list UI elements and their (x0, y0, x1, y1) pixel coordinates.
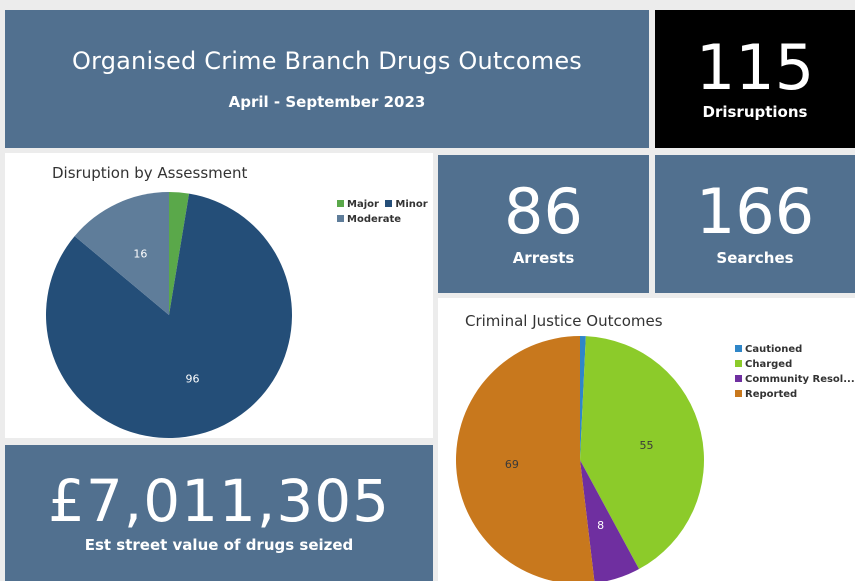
legend-swatch-community (735, 375, 742, 382)
legend-item-major: Major (337, 199, 379, 210)
outcomes-data-label: 8 (597, 519, 604, 532)
legend-item-cautioned: Cautioned (735, 342, 855, 357)
searches-label: Searches (716, 249, 794, 267)
street-value-kpi: £7,011,305 Est street value of drugs sei… (5, 445, 433, 581)
outcomes-slice-cautioned (580, 336, 586, 460)
disruptions-value: 115 (695, 31, 815, 104)
outcomes-slice-reported (456, 336, 595, 581)
assessment-slice-moderate (74, 192, 169, 315)
assessment-data-label: 16 (133, 248, 147, 261)
legend-label-minor: Minor (395, 199, 428, 210)
legend-label-charged: Charged (745, 359, 793, 370)
outcomes-data-label: 55 (639, 439, 653, 452)
legend-item-moderate: Moderate (337, 212, 428, 227)
legend-item-reported: Reported (735, 387, 855, 402)
legend-label-community: Community Resol... (745, 374, 855, 385)
legend-swatch-moderate (337, 215, 344, 222)
arrests-value: 86 (504, 175, 583, 248)
legend-swatch-charged (735, 360, 742, 367)
legend-label-moderate: Moderate (347, 214, 402, 225)
legend-item-community: Community Resol... (735, 372, 855, 387)
street-value-label: Est street value of drugs seized (84, 536, 354, 554)
disruptions-label: Drisruptions (702, 103, 808, 121)
outcomes-slice-community-resol (580, 460, 640, 581)
pie-chart-outcomes: 55 8 69 (456, 336, 704, 581)
outcomes-data-label: 69 (505, 458, 519, 471)
legend-assessment: Major Minor Moderate (337, 197, 428, 227)
legend-label-major: Major (347, 199, 379, 210)
searches-kpi: 166 Searches (655, 155, 855, 293)
legend-swatch-minor (385, 200, 393, 207)
arrests-label: Arrests (512, 249, 575, 267)
disruptions-kpi: 115 Drisruptions (655, 10, 855, 148)
legend-swatch-major (337, 200, 344, 207)
disruption-assessment-card: Disruption by Assessment Major Minor Mod… (5, 153, 433, 438)
legend-item-charged: Charged (735, 357, 855, 372)
header-tile: Organised Crime Branch Drugs Outcomes Ap… (5, 10, 649, 148)
street-value-amount: £7,011,305 (47, 467, 391, 535)
legend-item-minor: Minor (385, 199, 428, 210)
arrests-kpi: 86 Arrests (438, 155, 649, 293)
legend-label-reported: Reported (745, 389, 798, 400)
assessment-slice-major (169, 192, 190, 315)
assessment-data-label: 96 (186, 372, 200, 385)
justice-outcomes-card: Criminal Justice Outcomes Cautioned Char… (438, 298, 855, 581)
dashboard-period: April - September 2023 (228, 93, 426, 111)
legend-swatch-reported (735, 390, 742, 397)
legend-swatch-cautioned (735, 345, 742, 352)
dashboard-title: Organised Crime Branch Drugs Outcomes (71, 47, 582, 75)
pie-chart-assessment: 96 16 (45, 192, 292, 438)
chart-title-outcomes: Criminal Justice Outcomes (465, 312, 663, 330)
legend-label-cautioned: Cautioned (745, 344, 803, 355)
searches-value: 166 (695, 175, 815, 248)
legend-outcomes: Cautioned Charged Community Resol... Rep… (735, 342, 855, 402)
chart-title-assessment: Disruption by Assessment (52, 164, 248, 182)
assessment-slice-minor (45, 193, 292, 438)
outcomes-slice-charged (580, 336, 704, 570)
